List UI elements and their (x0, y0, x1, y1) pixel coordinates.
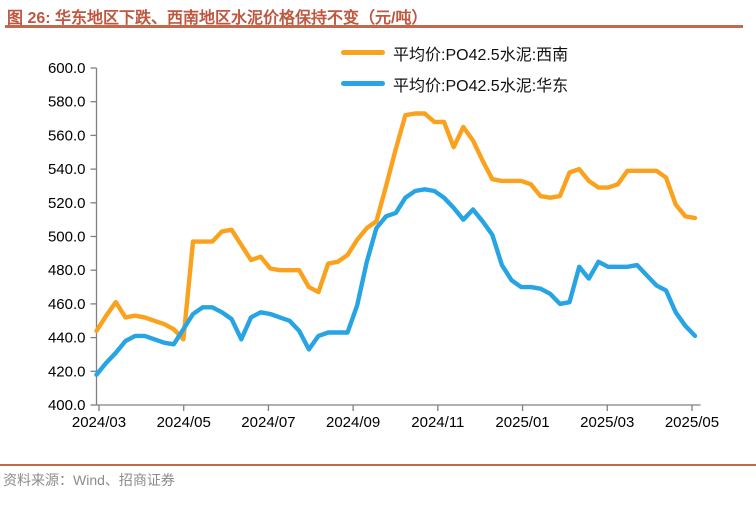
y-tick-label: 600.0 (48, 60, 86, 77)
x-tick-label: 2024/05 (157, 414, 211, 431)
chart-legend: 平均价:PO42.5水泥:西南 平均价:PO42.5水泥:华东 (341, 37, 568, 99)
legend-item-southwest: 平均价:PO42.5水泥:西南 (341, 37, 568, 68)
y-tick-label: 400.0 (48, 397, 86, 414)
legend-label: 平均价:PO42.5水泥:西南 (393, 46, 569, 64)
x-tick-label: 2025/03 (580, 414, 634, 431)
line-east-china (94, 187, 698, 377)
x-tick-label: 2025/01 (495, 414, 549, 431)
x-tick-label: 2025/05 (665, 414, 719, 431)
y-tick-label: 460.0 (48, 296, 86, 313)
x-tick-label: 2024/09 (326, 414, 380, 431)
legend-label: 平均价:PO42.5水泥:华东 (393, 77, 569, 95)
y-tick-label: 440.0 (48, 330, 86, 347)
y-tick-label: 560.0 (48, 127, 86, 144)
y-tick-label: 520.0 (48, 195, 86, 212)
y-tick-label: 420.0 (48, 363, 86, 380)
figure-title: 图 26: 华东地区下跌、西南地区水泥价格保持不变（元/吨） (7, 10, 428, 27)
x-tick-label: 2024/07 (241, 414, 295, 431)
legend-item-east-china: 平均价:PO42.5水泥:华东 (341, 68, 568, 99)
x-tick-label: 2024/03 (72, 414, 126, 431)
cement-price-line-chart: 600.0 580.0 560.0 540.0 520.0 500.0 480.0 460.0… (48, 60, 719, 431)
footer-divider (0, 464, 756, 466)
y-tick-label: 480.0 (48, 262, 86, 279)
legend-line-swatch (341, 50, 385, 55)
x-tick-label: 2024/11 (411, 414, 464, 431)
y-tick-label: 540.0 (48, 161, 86, 178)
legend-line-swatch (341, 81, 385, 86)
data-source: 资料来源：Wind、招商证券 (3, 472, 175, 488)
y-tick-label: 500.0 (48, 229, 86, 246)
y-tick-label: 580.0 (48, 94, 86, 111)
title-underline (5, 25, 743, 28)
line-southwest (94, 111, 698, 342)
